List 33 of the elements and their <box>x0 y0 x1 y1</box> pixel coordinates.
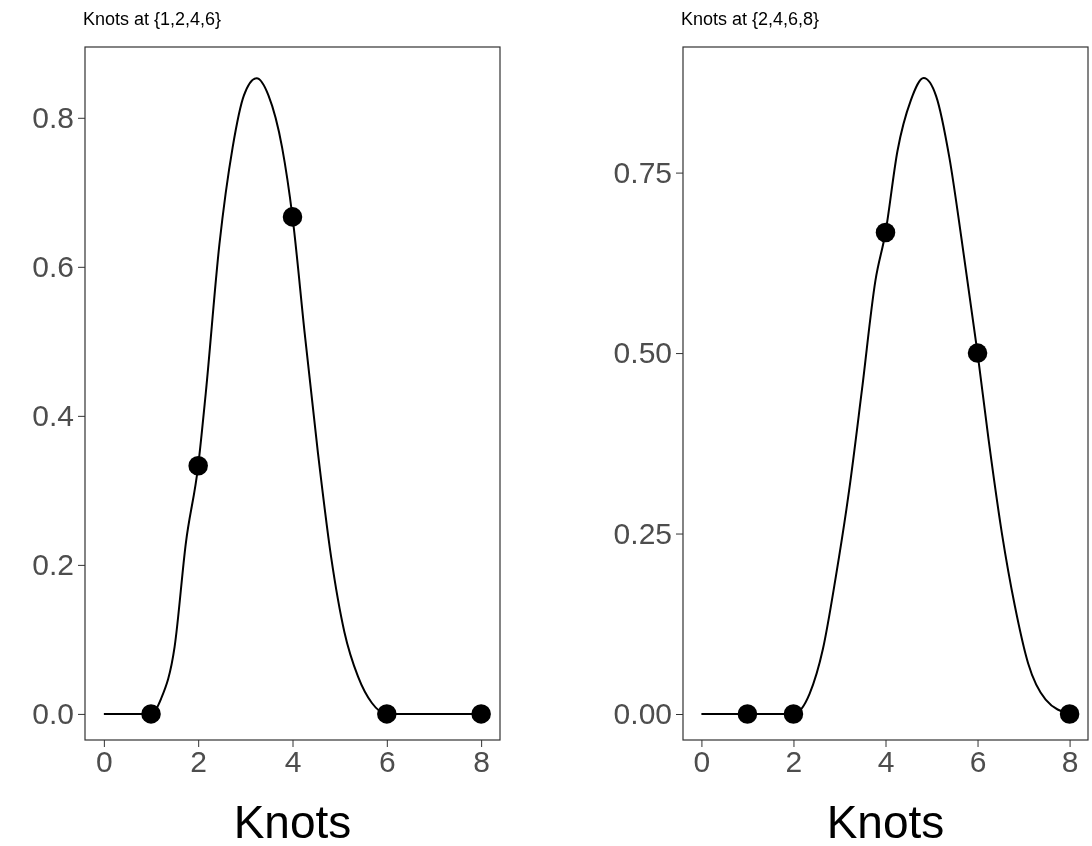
point <box>783 704 804 724</box>
x-tick-label: 2 <box>190 745 208 779</box>
y-tick-label: 0.8 <box>32 100 74 134</box>
y-tick-label: 0.2 <box>32 547 74 581</box>
point <box>282 207 303 227</box>
y-tick-label: 0.0 <box>32 697 74 731</box>
point <box>188 456 208 476</box>
x-tick-label: 8 <box>473 745 490 779</box>
y-tick-label: 0.50 <box>613 336 672 370</box>
x-tick-label: 8 <box>1061 745 1079 779</box>
x-tick-label: 6 <box>378 745 396 779</box>
x-axis-title: Knots <box>826 796 945 846</box>
point <box>377 704 397 724</box>
point <box>1059 704 1080 724</box>
x-tick-label: 0 <box>693 745 711 779</box>
point <box>875 222 896 243</box>
x-tick-label: 2 <box>785 745 803 779</box>
y-tick-label: 0.6 <box>32 249 74 283</box>
y-tick-label: 0.4 <box>32 398 74 432</box>
point <box>967 343 988 363</box>
chart-title: Knots at {2,4,6,8} <box>681 9 820 29</box>
x-tick-label: 4 <box>877 745 895 779</box>
y-tick-label: 0.00 <box>613 697 672 731</box>
point <box>471 704 491 724</box>
y-tick-label: 0.25 <box>613 516 672 550</box>
chart-title: Knots at {1,2,4,6} <box>83 9 222 29</box>
x-tick-label: 0 <box>96 745 113 779</box>
point <box>141 704 161 724</box>
x-tick-label: 4 <box>284 745 302 779</box>
point <box>737 704 758 724</box>
x-tick-label: 6 <box>969 745 987 779</box>
y-tick-label: 0.75 <box>613 155 672 189</box>
x-axis-title: Knots <box>233 796 352 846</box>
